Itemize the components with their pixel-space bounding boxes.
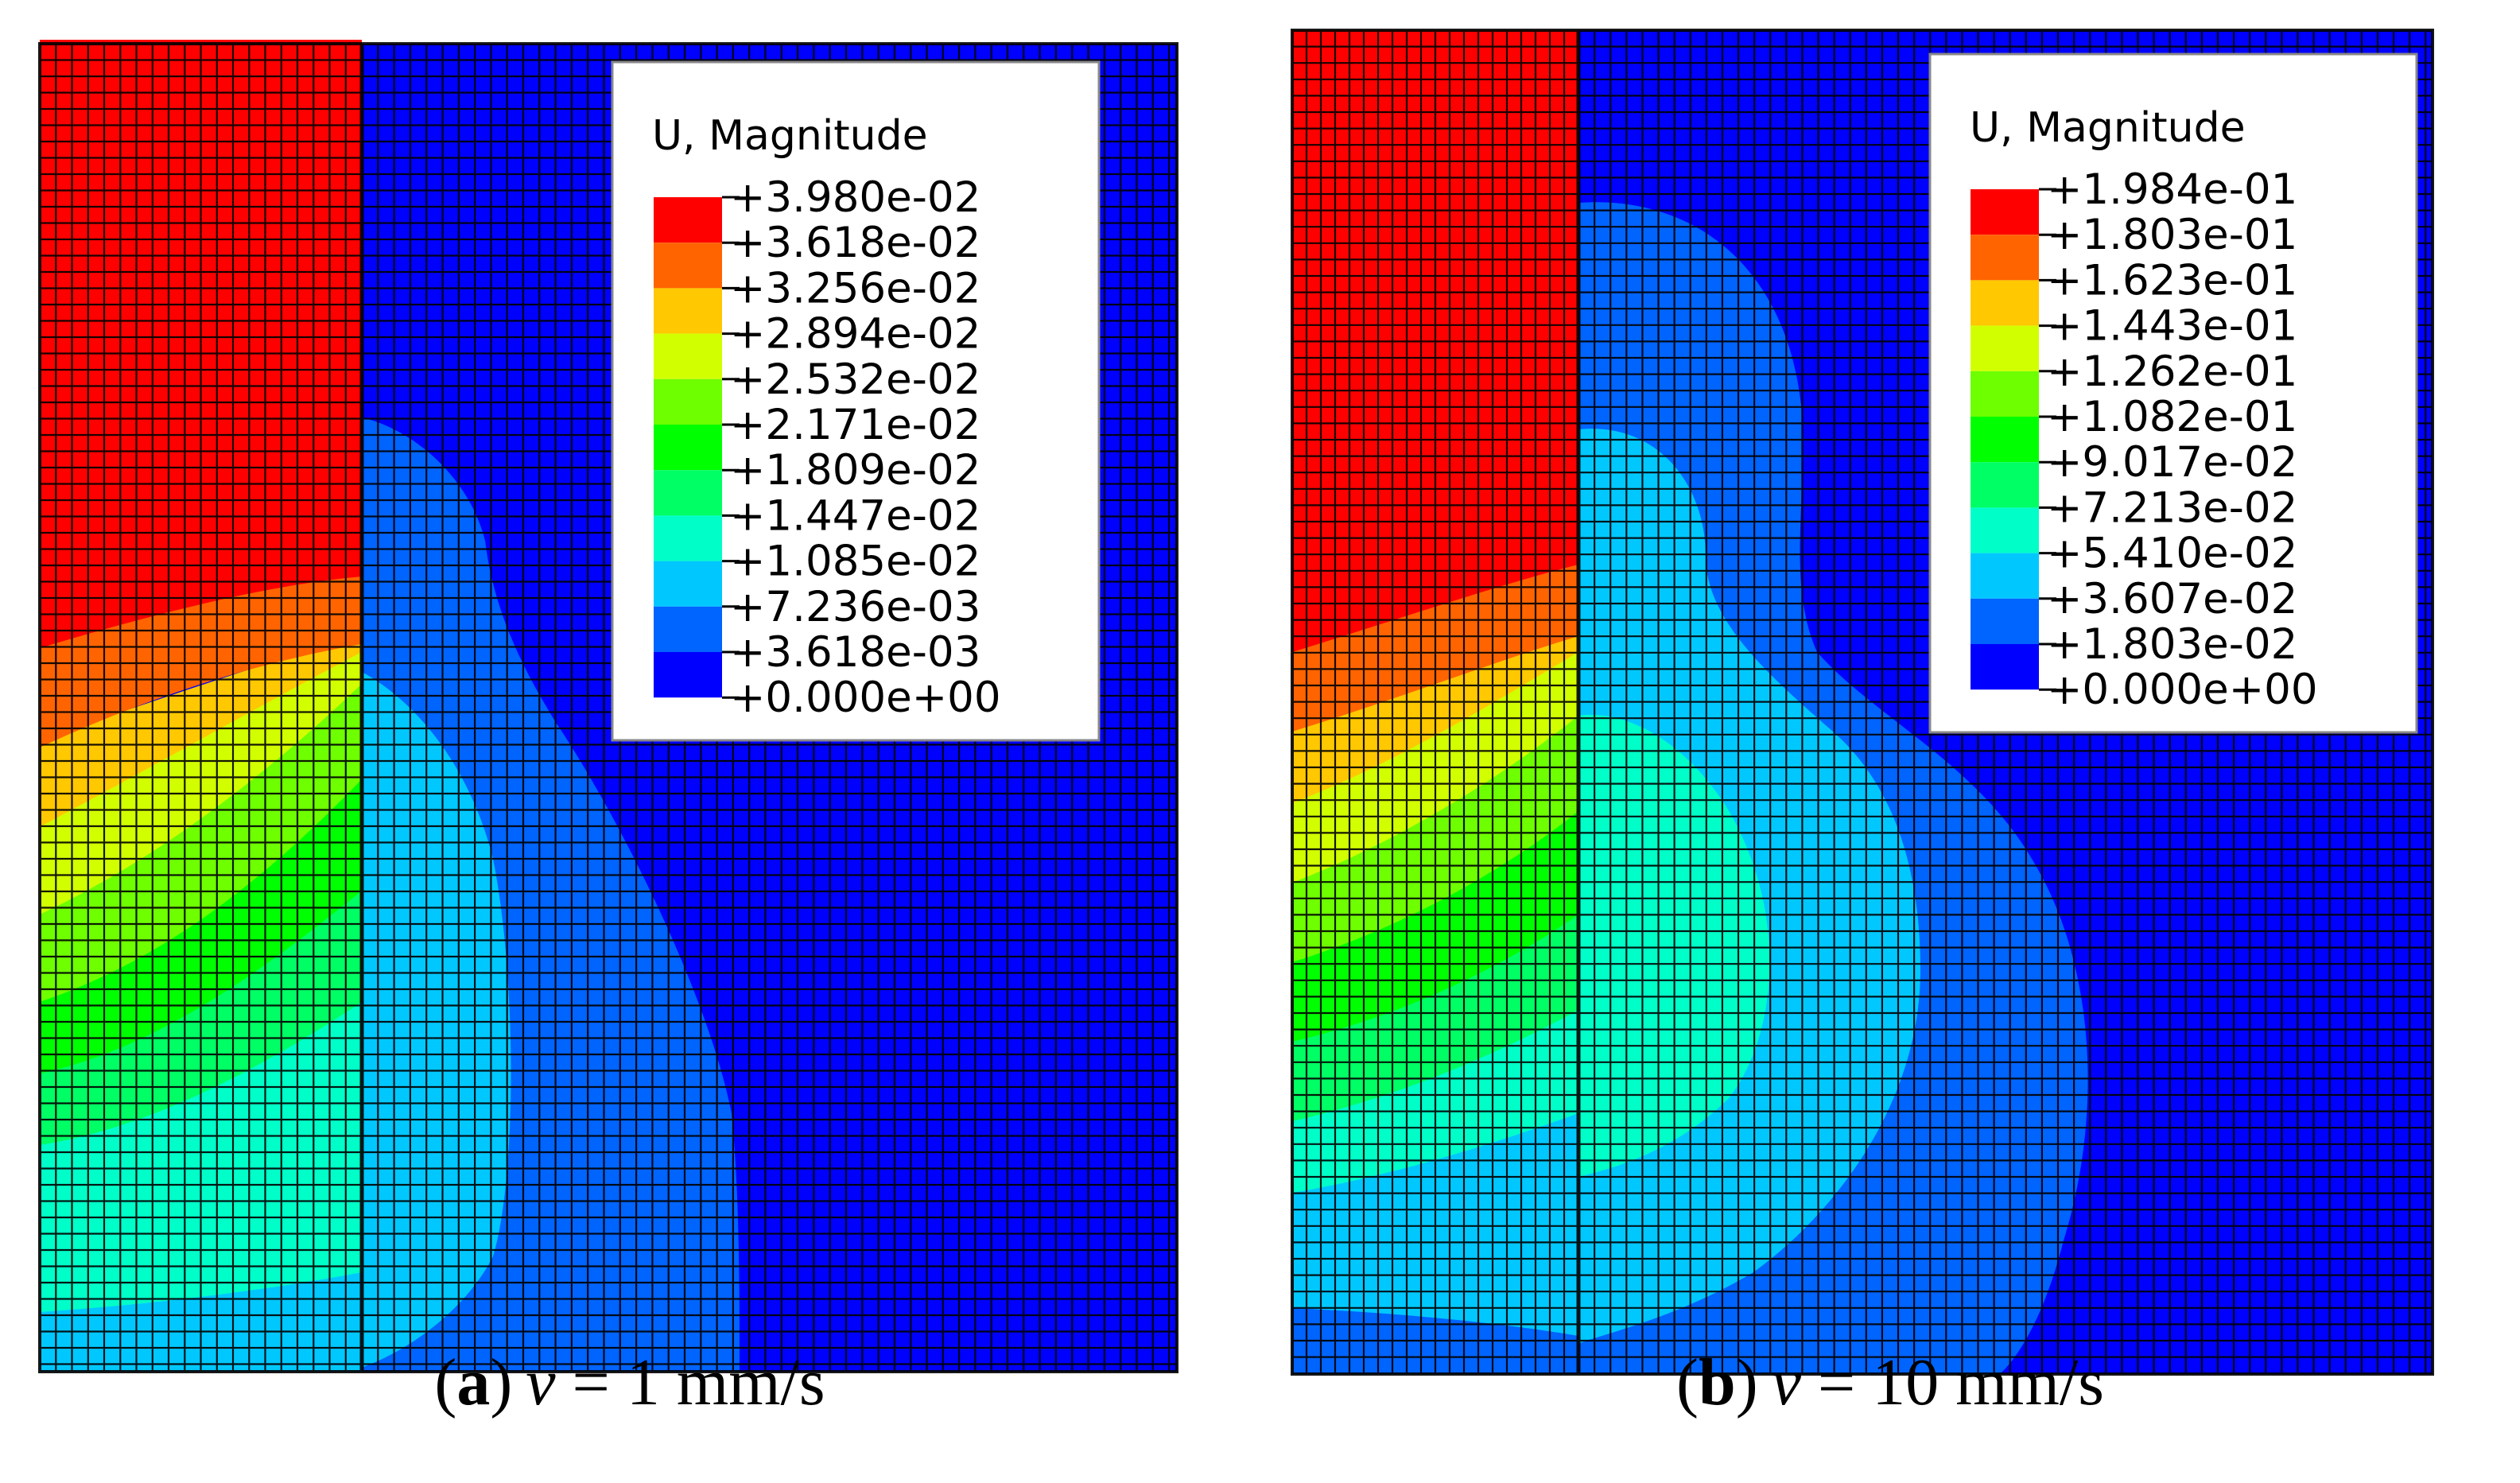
legend-value: +1.803e-01: [2047, 211, 2297, 259]
caption-variable: v: [1771, 1345, 1801, 1419]
caption-value: = 1 mm/s: [555, 1345, 825, 1419]
legend-value: +7.213e-02: [2047, 483, 2297, 532]
legend-value: +3.618e-02: [730, 219, 980, 267]
mesh-border: [1291, 29, 2434, 1376]
legend-swatch: [654, 561, 722, 607]
legend-swatch: [1971, 507, 2039, 553]
contour-plot-a: U, Magnitude +3.980e-02+3.618e-02+3.256e…: [38, 40, 1178, 1373]
legend-value: +2.894e-02: [730, 310, 980, 359]
legend-swatch: [1971, 371, 2039, 417]
legend-swatch: [1971, 462, 2039, 508]
legend-swatch: [1971, 235, 2039, 281]
legend-value: +2.171e-02: [730, 401, 980, 449]
legend-value: +5.410e-02: [2047, 530, 2297, 578]
legend-value: +2.532e-02: [730, 355, 980, 404]
mesh-border: [38, 42, 1178, 1373]
legend-value: +1.447e-02: [730, 491, 980, 540]
legend-title: U, Magnitude: [652, 112, 928, 160]
legend-swatch: [654, 425, 722, 471]
legend-swatch: [1971, 325, 2039, 371]
legend-value: +3.618e-03: [730, 628, 980, 677]
caption-close: ): [490, 1345, 513, 1419]
legend-value: +0.000e+00: [2047, 666, 2318, 714]
legend-swatch: [654, 379, 722, 425]
caption-label: b: [1699, 1345, 1736, 1419]
legend-value: +1.443e-01: [2047, 302, 2297, 351]
legend-swatch: [1971, 417, 2039, 463]
legend-value: +3.607e-02: [2047, 575, 2297, 623]
legend: U, Magnitude +3.980e-02+3.618e-02+3.256e…: [611, 60, 1101, 742]
legend-value: +1.262e-01: [2047, 347, 2297, 396]
caption-value: = 10 mm/s: [1800, 1345, 2104, 1419]
legend: U, Magnitude +1.984e-01+1.803e-01+1.623e…: [1928, 52, 2418, 734]
legend-swatch: [654, 333, 722, 379]
caption-open: (: [434, 1345, 457, 1419]
legend-swatch: [654, 606, 722, 652]
legend-swatch: [1971, 280, 2039, 326]
contour-plot-b: U, Magnitude +1.984e-01+1.803e-01+1.623e…: [1291, 29, 2434, 1376]
legend-swatch: [1971, 598, 2039, 644]
legend-value: +9.017e-02: [2047, 438, 2297, 487]
legend-swatch: [654, 288, 722, 334]
legend-value: +7.236e-03: [730, 583, 980, 631]
legend-value: +1.082e-01: [2047, 393, 2297, 441]
legend-title: U, Magnitude: [1970, 104, 2246, 152]
legend-swatch: [654, 470, 722, 516]
legend-swatch: [654, 197, 722, 243]
legend-value: +1.623e-01: [2047, 256, 2297, 305]
caption-close: ): [1735, 1345, 1758, 1419]
legend-value: +1.085e-02: [730, 538, 980, 586]
panel-b: U, Magnitude +1.984e-01 +1.803e-01 +1.623e…: [1260, 0, 2520, 1483]
legend-swatches: +1.984e-01+1.803e-01+1.623e-01+1.443e-01…: [1971, 165, 2318, 714]
legend-value: +3.980e-02: [730, 173, 980, 222]
legend-swatch: [1971, 553, 2039, 599]
caption-variable: v: [526, 1345, 556, 1419]
legend-value: +0.000e+00: [730, 674, 1001, 722]
caption-label: a: [456, 1345, 491, 1419]
mesh-lines: [38, 42, 1178, 1373]
legend-value: +1.809e-02: [730, 446, 980, 495]
legend-swatch: [1971, 189, 2039, 235]
legend-value: +3.256e-02: [730, 264, 980, 313]
legend-swatches: +3.980e-02+3.618e-02+3.256e-02+2.894e-02…: [654, 173, 1001, 722]
caption-a: (a) v = 1 mm/s: [0, 1344, 1260, 1421]
legend-swatch: [654, 243, 722, 289]
caption-b: (b) v = 10 mm/s: [1260, 1344, 2520, 1421]
legend-swatch: [1971, 644, 2039, 690]
legend-value: +1.984e-01: [2047, 165, 2297, 214]
caption-open: (: [1676, 1345, 1699, 1419]
legend-swatch: [654, 515, 722, 561]
legend-value: +1.803e-02: [2047, 620, 2297, 669]
legend-swatch: [654, 652, 722, 698]
panel-a: U, Magnitude +3.980e-02 +3.618e-02 +3.256e…: [0, 40, 1260, 1421]
